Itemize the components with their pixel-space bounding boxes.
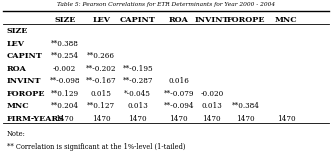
Text: 0.013: 0.013 xyxy=(127,102,148,110)
Text: **-0.079: **-0.079 xyxy=(163,90,194,98)
Text: 0.016: 0.016 xyxy=(168,77,189,85)
Text: 0.013: 0.013 xyxy=(202,102,222,110)
Text: **-0.098: **-0.098 xyxy=(49,77,80,85)
Text: 1470: 1470 xyxy=(169,115,188,123)
Text: 0.015: 0.015 xyxy=(91,90,112,98)
Text: INVINT: INVINT xyxy=(7,77,41,85)
Text: SIZE: SIZE xyxy=(54,16,75,24)
Text: **-0.287: **-0.287 xyxy=(123,77,153,85)
Text: **0.129: **0.129 xyxy=(51,90,79,98)
Text: INVINT: INVINT xyxy=(195,16,229,24)
Text: 1470: 1470 xyxy=(203,115,221,123)
Text: 1470: 1470 xyxy=(277,115,295,123)
Text: *-0.045: *-0.045 xyxy=(124,90,151,98)
Text: MNC: MNC xyxy=(7,102,29,110)
Text: **0.266: **0.266 xyxy=(87,52,115,60)
Text: **-0.094: **-0.094 xyxy=(163,102,194,110)
Text: ROA: ROA xyxy=(7,65,27,73)
Text: **-0.195: **-0.195 xyxy=(123,65,153,73)
Text: **0.204: **0.204 xyxy=(51,102,79,110)
Text: MNC: MNC xyxy=(275,16,297,24)
Text: ** Correlation is significant at the 1%-level (1-tailed): ** Correlation is significant at the 1%-… xyxy=(7,143,185,151)
Text: FIRM-YEARS: FIRM-YEARS xyxy=(7,115,64,123)
Text: FOROPE: FOROPE xyxy=(226,16,265,24)
Text: **0.254: **0.254 xyxy=(51,52,79,60)
Text: 1470: 1470 xyxy=(236,115,255,123)
Text: CAPINT: CAPINT xyxy=(120,16,156,24)
Text: ROA: ROA xyxy=(169,16,189,24)
Text: **-0.202: **-0.202 xyxy=(86,65,117,73)
Text: **0.384: **0.384 xyxy=(232,102,260,110)
Text: -0.002: -0.002 xyxy=(53,65,76,73)
Text: Note:: Note: xyxy=(7,130,26,138)
Text: 1470: 1470 xyxy=(128,115,147,123)
Text: LEV: LEV xyxy=(92,16,110,24)
Text: CAPINT: CAPINT xyxy=(7,52,42,60)
Text: 1470: 1470 xyxy=(92,115,111,123)
Text: 1470: 1470 xyxy=(55,115,74,123)
Text: **0.388: **0.388 xyxy=(51,40,79,48)
Text: -0.020: -0.020 xyxy=(200,90,223,98)
Text: SIZE: SIZE xyxy=(7,27,28,35)
Text: LEV: LEV xyxy=(7,40,25,48)
Text: **-0.167: **-0.167 xyxy=(86,77,117,85)
Text: **0.127: **0.127 xyxy=(87,102,115,110)
Text: FOROPE: FOROPE xyxy=(7,90,45,98)
Text: Table 5: Pearson Correlations for ETR Determinants for Year 2000 - 2004: Table 5: Pearson Correlations for ETR De… xyxy=(57,2,275,7)
